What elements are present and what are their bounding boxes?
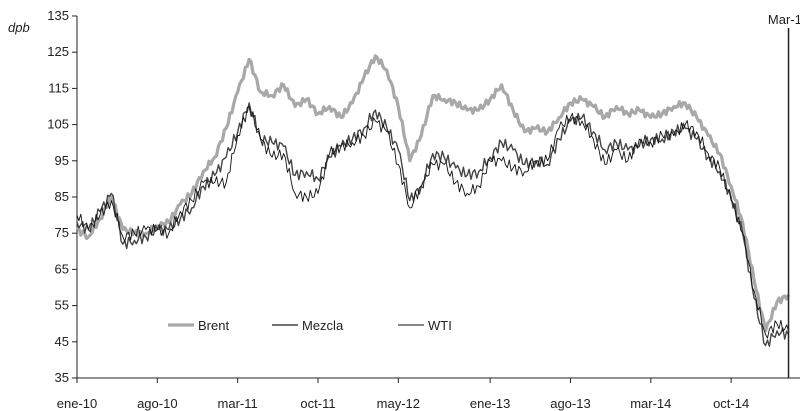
x-tick-label: oct-11 xyxy=(300,396,335,411)
series-layer xyxy=(76,54,790,347)
x-tick-label: may-12 xyxy=(377,396,420,411)
series-line-wti xyxy=(76,106,789,339)
marker-label: Mar-15 xyxy=(768,12,800,27)
x-tick-label: ene-10 xyxy=(57,396,97,411)
legend-label-wti: WTI xyxy=(428,318,452,333)
series-line-mezcla xyxy=(76,102,790,347)
y-tick-label: 125 xyxy=(47,44,69,59)
legend-label-brent: Brent xyxy=(198,318,229,333)
y-tick-label: 35 xyxy=(55,370,69,385)
x-tick-label: mar-14 xyxy=(630,396,671,411)
y-tick-label: 85 xyxy=(55,189,69,204)
marker-layer: Mar-15 xyxy=(768,12,800,378)
y-tick-label: 45 xyxy=(55,334,69,349)
x-tick-label: ago-10 xyxy=(137,396,177,411)
y-unit-label: dpb xyxy=(8,20,30,35)
y-axis: 35 45 55 65 75 85 95 105 115 125 135 xyxy=(47,8,78,385)
y-tick-label: 55 xyxy=(55,298,69,313)
y-tick-label: 105 xyxy=(47,117,69,132)
x-axis: ene-10 ago-10 mar-11 oct-11 may-12 ene-13 ago-… xyxy=(57,377,800,411)
y-tick-label: 95 xyxy=(55,153,69,168)
legend-label-mezcla: Mezcla xyxy=(302,318,344,333)
x-tick-label: mar-11 xyxy=(218,396,258,411)
y-tick-label: 115 xyxy=(48,80,69,95)
x-tick-label: ago-13 xyxy=(550,396,590,411)
x-tick-label: oct-14 xyxy=(713,396,749,411)
series-line-brent xyxy=(76,54,790,333)
y-tick-label: 135 xyxy=(47,8,69,23)
x-tick-label: ene-13 xyxy=(470,396,510,411)
y-tick-label: 65 xyxy=(55,261,69,276)
y-tick-label: 75 xyxy=(55,225,69,240)
legend: Brent Mezcla WTI xyxy=(168,318,452,333)
